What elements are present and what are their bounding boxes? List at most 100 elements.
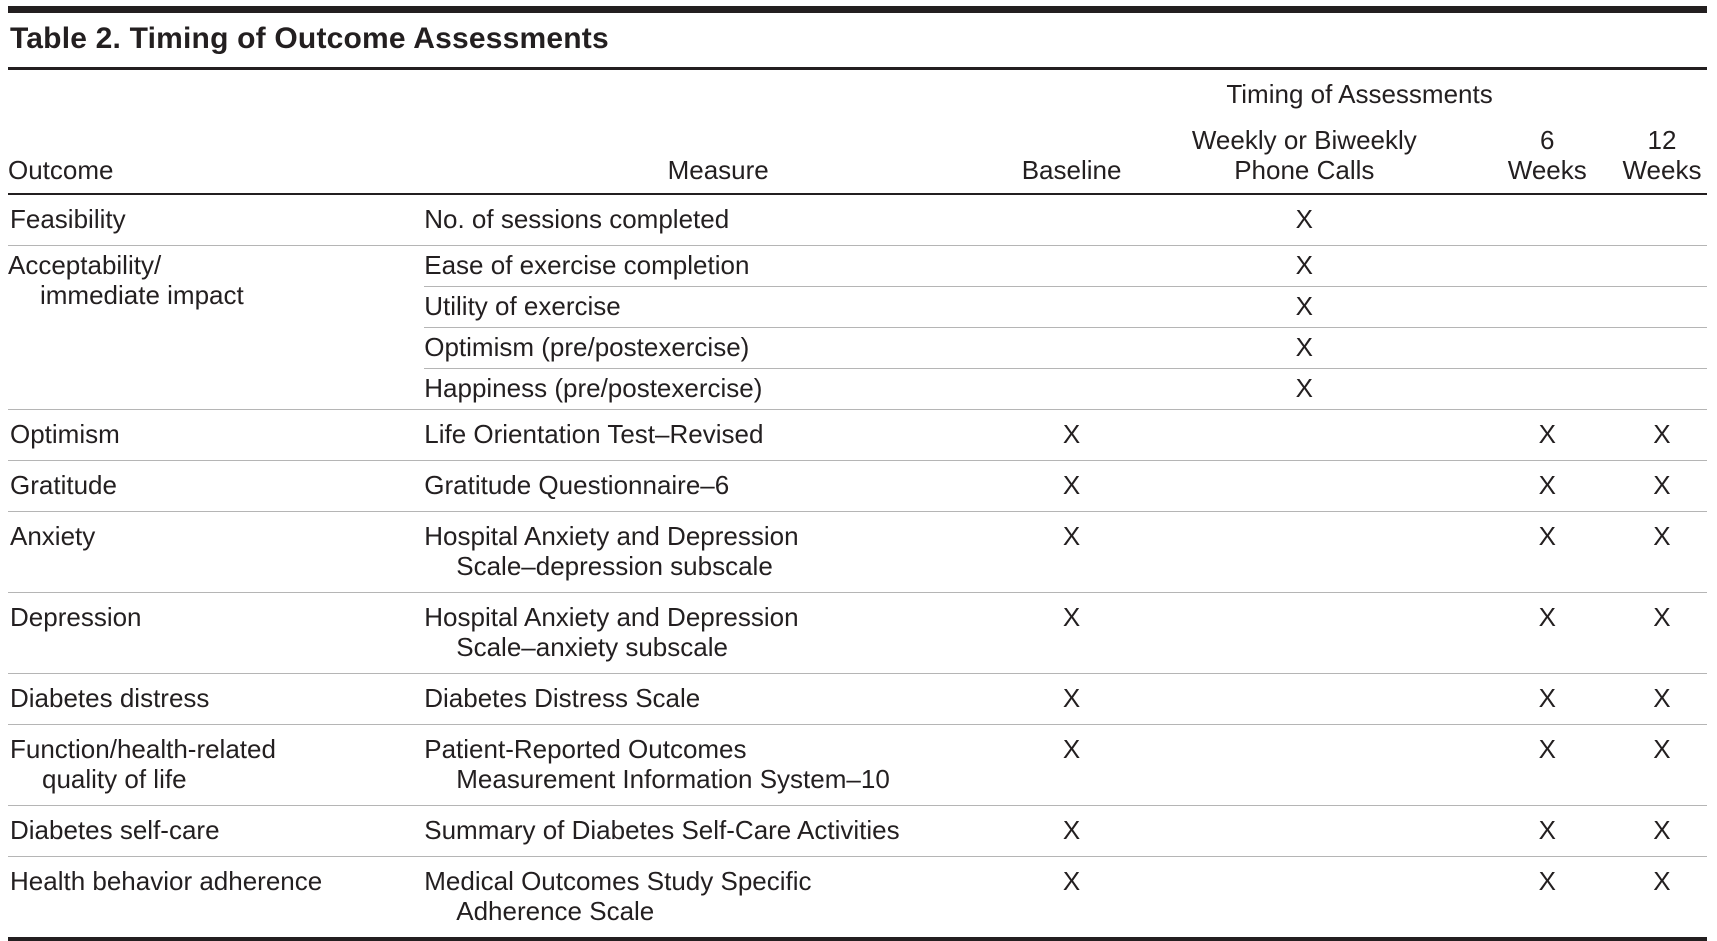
- table-body: Feasibility No. of sessions completed X Acc…: [8, 194, 1707, 941]
- cell-text-line: Depression: [10, 602, 142, 632]
- measure-cell: No. of sessions completed: [424, 194, 1013, 246]
- cell-text-line: Medical Outcomes Study Specific: [424, 866, 812, 896]
- cell-text-line: Ease of exercise completion: [424, 250, 750, 280]
- spanner-heading: Timing of Assessments: [1226, 79, 1493, 109]
- six-weeks-mark-cell: X: [1477, 409, 1617, 461]
- outcome-cell: Optimism: [8, 409, 425, 461]
- six-weeks-mark-cell: [1477, 368, 1617, 410]
- column-header-outcome: Outcome: [8, 115, 425, 195]
- phone-calls-mark-cell: X: [1131, 194, 1478, 246]
- twelve-weeks-mark-cell: X: [1616, 673, 1707, 725]
- phone-calls-mark-cell: [1131, 409, 1478, 461]
- baseline-mark-cell: X: [1012, 673, 1132, 725]
- table-row: Happiness (pre/postexercise) X: [8, 368, 1707, 410]
- measure-cell: Utility of exercise: [424, 286, 1013, 328]
- column-header-row: Outcome Measure Baseline Weekly or Biwee…: [8, 115, 1707, 195]
- outcome-cell: Function/health-related quality of life: [8, 724, 425, 806]
- column-header-baseline: Baseline: [1012, 115, 1132, 195]
- measure-cell: Optimism (pre/postexercise): [424, 327, 1013, 369]
- six-weeks-mark-cell: X: [1477, 856, 1617, 941]
- six-weeks-mark-cell: [1477, 286, 1617, 328]
- cell-text-line: Gratitude Questionnaire–6: [424, 470, 730, 500]
- outcome-cell: Gratitude: [8, 460, 425, 512]
- baseline-mark-cell: X: [1012, 592, 1132, 674]
- measure-cell: Medical Outcomes Study Specific Adherence…: [424, 856, 1013, 941]
- cell-text-wrapped-line: Scale–anxiety subscale: [456, 632, 728, 662]
- table-row: Utility of exercise X: [8, 286, 1707, 328]
- cell-text-line: Gratitude: [10, 470, 117, 500]
- phone-calls-mark-cell: [1131, 805, 1478, 857]
- phone-calls-mark-cell: [1131, 724, 1478, 806]
- six-weeks-mark-cell: X: [1477, 724, 1617, 806]
- column-header-measure: Measure: [424, 115, 1013, 195]
- phone-calls-mark-cell: [1131, 673, 1478, 725]
- cell-text-line: Diabetes Distress Scale: [424, 683, 701, 713]
- table-title: Table 2. Timing of Outcome Assessments: [10, 22, 609, 55]
- baseline-mark-cell: X: [1012, 460, 1132, 512]
- six-weeks-mark-cell: X: [1477, 592, 1617, 674]
- outcome-cell: Health behavior adherence: [8, 856, 425, 941]
- cell-text-wrapped-line: quality of life: [42, 764, 187, 794]
- outcome-cell: Feasibility: [8, 194, 425, 246]
- table-row: Health behavior adherence Medical Outcome…: [8, 856, 1707, 941]
- baseline-mark-cell: [1012, 368, 1132, 410]
- baseline-mark-cell: [1012, 194, 1132, 246]
- twelve-weeks-mark-cell: X: [1616, 805, 1707, 857]
- outcome-cell: Anxiety: [8, 511, 425, 593]
- baseline-mark-cell: X: [1012, 511, 1132, 593]
- twelve-weeks-mark-cell: [1616, 245, 1707, 287]
- twelve-weeks-mark-cell: X: [1616, 592, 1707, 674]
- table-row: Function/health-related quality of life Pa…: [8, 724, 1707, 806]
- baseline-mark-cell: X: [1012, 805, 1132, 857]
- baseline-mark-cell: [1012, 327, 1132, 369]
- cell-text-line: Health behavior adherence: [10, 866, 323, 896]
- six-weeks-mark-cell: [1477, 194, 1617, 246]
- twelve-weeks-mark-cell: X: [1616, 460, 1707, 512]
- measure-cell: Summary of Diabetes Self-Care Activities: [424, 805, 1013, 857]
- measure-cell: Patient-Reported Outcomes Measurement Inf…: [424, 724, 1013, 806]
- cell-text-line: Hospital Anxiety and Depression: [424, 602, 799, 632]
- baseline-mark-cell: X: [1012, 856, 1132, 941]
- cell-text-line: No. of sessions completed: [424, 204, 730, 234]
- measure-cell: Gratitude Questionnaire–6: [424, 460, 1013, 512]
- measure-cell: Diabetes Distress Scale: [424, 673, 1013, 725]
- cell-text-line: Hospital Anxiety and Depression: [424, 521, 799, 551]
- cell-text-wrapped-line: Adherence Scale: [456, 896, 655, 926]
- table-row: Anxiety Hospital Anxiety and Depression Sc…: [8, 511, 1707, 593]
- baseline-mark-cell: [1012, 245, 1132, 287]
- baseline-mark-cell: X: [1012, 724, 1132, 806]
- six-weeks-mark-cell: X: [1477, 673, 1617, 725]
- six-weeks-mark-cell: X: [1477, 460, 1617, 512]
- column-header-phone-line2: Phone Calls: [1234, 155, 1375, 185]
- phone-calls-mark-cell: X: [1131, 245, 1478, 287]
- twelve-weeks-mark-cell: X: [1616, 409, 1707, 461]
- outcome-cell: Depression: [8, 592, 425, 674]
- baseline-mark-cell: [1012, 286, 1132, 328]
- cell-text-line: Happiness (pre/postexercise): [424, 373, 763, 403]
- table-row: Acceptability/immediate impact Ease of ex…: [8, 245, 1707, 410]
- table-row: Optimism (pre/postexercise) X: [8, 327, 1707, 369]
- phone-calls-mark-cell: X: [1131, 368, 1478, 410]
- column-header-phone-calls: Weekly or Biweekly Phone Calls: [1131, 115, 1478, 195]
- twelve-weeks-mark-cell: X: [1616, 724, 1707, 806]
- cell-text-line: Optimism (pre/postexercise): [424, 332, 750, 362]
- measure-cell: Ease of exercise completion: [424, 245, 1013, 287]
- column-header-twelve-weeks-line2: Weeks: [1622, 155, 1702, 185]
- cell-text-line: Diabetes self-care: [10, 815, 220, 845]
- table-row: Feasibility No. of sessions completed X: [8, 194, 1707, 246]
- cell-text-line: Optimism: [10, 419, 120, 449]
- cell-text-wrapped-line: Measurement Information System–10: [456, 764, 890, 794]
- six-weeks-mark-cell: X: [1477, 511, 1617, 593]
- cell-text-line: Anxiety: [10, 521, 96, 551]
- cell-text-wrapped-line: Scale–depression subscale: [456, 551, 773, 581]
- column-header-six-weeks-line1: 6: [1540, 125, 1555, 155]
- cell-text-wrapped-line: immediate impact: [40, 280, 244, 310]
- column-header-twelve-weeks-line1: 12: [1647, 125, 1677, 155]
- column-header-six-weeks-line2: Weeks: [1507, 155, 1587, 185]
- assessment-timing-table: Timing of Assessments Outcome Measure Ba…: [8, 67, 1707, 941]
- baseline-mark-cell: X: [1012, 409, 1132, 461]
- cell-text-line: Summary of Diabetes Self-Care Activities: [424, 815, 900, 845]
- twelve-weeks-mark-cell: X: [1616, 511, 1707, 593]
- table-row: Optimism Life Orientation Test–Revised X X X: [8, 409, 1707, 461]
- table-row: Gratitude Gratitude Questionnaire–6 X X X: [8, 460, 1707, 512]
